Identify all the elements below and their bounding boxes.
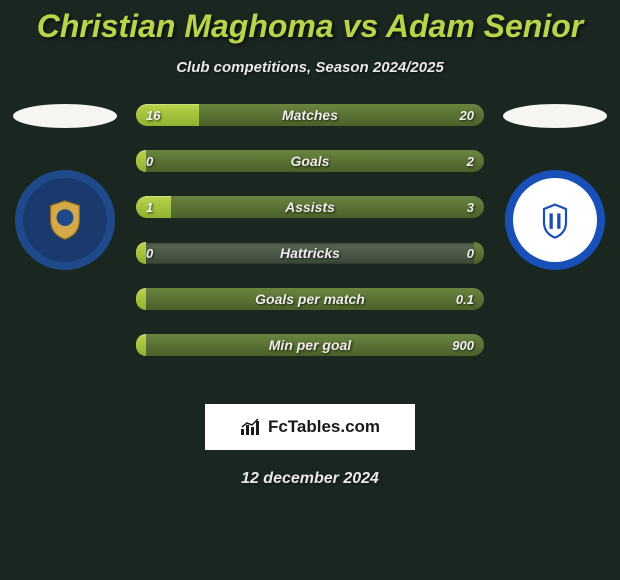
stat-row: 900Min per goal <box>130 334 490 356</box>
right-team-badge <box>505 170 605 270</box>
right-player-column <box>490 104 620 270</box>
fctables-label: FcTables.com <box>268 417 380 437</box>
stat-row: 1620Matches <box>130 104 490 126</box>
stat-row: 00Hattricks <box>130 242 490 264</box>
comparison-content: 1620Matches 02Goals 13Assists 00Hattricks 0.… <box>0 104 620 384</box>
page-subtitle: Club competitions, Season 2024/2025 <box>0 59 620 76</box>
stat-label: Min per goal <box>130 334 490 356</box>
left-player-column <box>0 104 130 270</box>
stat-label: Hattricks <box>130 242 490 264</box>
right-team-badge-inner <box>513 178 597 262</box>
stat-bars: 1620Matches 02Goals 13Assists 00Hattricks 0.… <box>130 104 490 356</box>
shield-icon <box>533 198 577 242</box>
chart-icon <box>240 418 262 436</box>
footer-date: 12 december 2024 <box>0 470 620 488</box>
stat-row: 02Goals <box>130 150 490 172</box>
left-team-badge-inner <box>23 178 107 262</box>
stat-label: Goals per match <box>130 288 490 310</box>
page-title: Christian Maghoma vs Adam Senior <box>0 0 620 45</box>
stat-row: 0.1Goals per match <box>130 288 490 310</box>
stat-row: 13Assists <box>130 196 490 218</box>
stat-label: Goals <box>130 150 490 172</box>
player-photo-placeholder-left <box>13 104 117 128</box>
fctables-badge[interactable]: FcTables.com <box>205 404 415 450</box>
player-photo-placeholder-right <box>503 104 607 128</box>
stat-label: Matches <box>130 104 490 126</box>
stat-label: Assists <box>130 196 490 218</box>
left-team-badge <box>15 170 115 270</box>
shield-icon <box>41 196 89 244</box>
